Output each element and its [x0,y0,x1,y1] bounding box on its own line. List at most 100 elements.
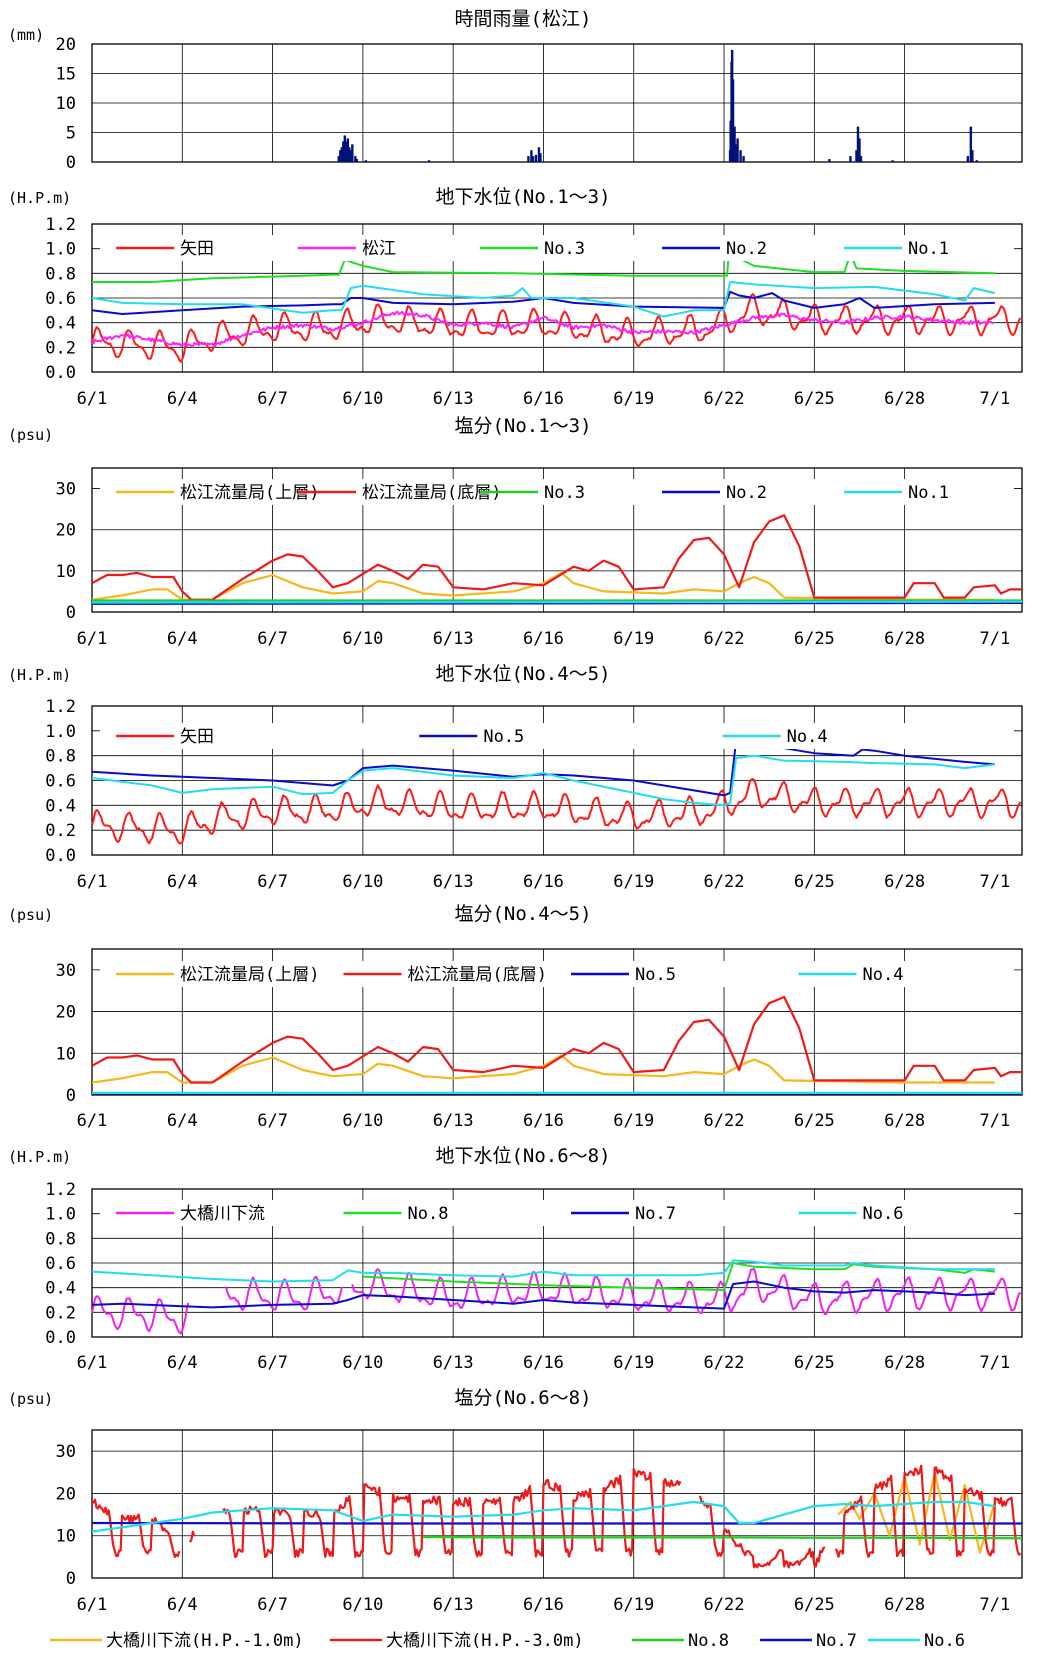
gw68-title: 地下水位(No.6～8) [435,1145,610,1167]
gw68-legend-bg [100,1200,1014,1226]
rain-bar [351,144,354,162]
gw13-y-tick-label: 0.2 [45,338,76,358]
rain-bar [742,156,745,162]
sal45-x-tick-label: 6/28 [884,1111,925,1131]
gw68-legend-label: No.8 [408,1204,449,1224]
gw68-legend-label: 大橋川下流 [180,1204,265,1224]
gw68-x-tick-label: 6/19 [613,1353,654,1373]
sal68-y-tick-label: 30 [56,1442,76,1462]
gw45-y-tick-label: 0.6 [45,772,76,792]
rain-y-tick-label: 15 [56,65,76,85]
rain-bar [739,150,742,162]
gw13-y-tick-label: 0.4 [45,314,76,334]
gw45-x-tick-label: 6/25 [794,872,835,892]
sal68-x-tick-label: 6/7 [257,1595,288,1615]
sal68-x-tick-label: 6/13 [433,1595,474,1615]
sal45-legend-label: No.4 [863,965,904,985]
rain-bar [340,147,344,162]
sal45-legend-label: No.5 [635,965,676,985]
rain-bar [349,150,353,162]
gw13-legend-label: No.3 [544,239,585,259]
gw13-x-tick-label: 6/4 [167,389,198,409]
sal13-x-tick-label: 6/19 [613,629,654,649]
rain-y-tick-label: 10 [56,94,76,114]
gw13-x-tick-label: 6/10 [342,389,383,409]
rain-y-tick-label: 20 [56,35,76,55]
gw45-legend-label: No.5 [483,727,524,747]
gw13-y-tick-label: 1.2 [45,215,76,235]
gw45-y-tick-label: 0.8 [45,747,76,767]
rain-bar [337,156,340,162]
sal68-x-tick-label: 6/19 [613,1595,654,1615]
rain-bar [527,156,530,162]
gw13-y-tick-label: 0.0 [45,363,76,383]
sal68-y-tick-label: 0 [66,1569,76,1589]
gw68-legend-label: No.6 [863,1204,904,1224]
sal45-x-tick-label: 7/1 [980,1111,1011,1131]
rain-bar [736,138,739,162]
sal13-x-tick-label: 6/1 [77,629,108,649]
rain-bar [346,138,350,162]
rain-bar [348,147,351,162]
rain-bar [859,156,863,162]
gw45-x-tick-label: 6/4 [167,872,198,892]
sal68-legend-label: No.7 [816,1631,857,1651]
sal68-legend-label: No.6 [924,1631,965,1651]
gw68-x-tick-label: 6/28 [884,1353,925,1373]
rain-bar [969,126,973,162]
gw13-unit-label: (H.P.m) [8,189,71,207]
gw13-series-line [91,310,994,348]
sal68-series-line [91,1498,181,1558]
gw13-y-tick-label: 1.0 [45,240,76,260]
sal13-x-tick-label: 6/22 [704,629,745,649]
sal13-legend-label: No.1 [908,483,949,503]
gw13-legend-label: 矢田 [180,239,214,259]
gw45-x-tick-label: 6/1 [77,872,108,892]
rain-bar [731,79,735,162]
rain-bar [534,154,538,162]
rain-bar [342,141,345,162]
sal13-y-tick-label: 30 [56,480,76,500]
gw68-series-line [362,1262,996,1292]
rain-bar [354,156,357,162]
sal68-series-line [222,1467,682,1558]
gw13-x-tick-label: 6/22 [704,389,745,409]
rain-y-tick-label: 0 [66,153,76,173]
sal68-series-line [834,1464,1022,1558]
sal45-title: 塩分(No.4～5) [454,903,591,925]
gw45-series-line [91,778,1022,845]
gw45-y-tick-label: 1.0 [45,722,76,742]
sal68-x-tick-label: 6/10 [342,1595,383,1615]
sal45-x-tick-label: 6/25 [794,1111,835,1131]
gw45-series-line [91,754,996,807]
gw68-x-tick-label: 6/25 [794,1353,835,1373]
rain-bar [355,159,359,162]
sal68-x-tick-label: 6/1 [77,1595,108,1615]
rain-bar [891,160,894,162]
sal68-x-tick-label: 6/22 [704,1595,745,1615]
gw68-y-tick-label: 0.2 [45,1303,76,1323]
gw13-title: 地下水位(No.1～3) [435,186,610,208]
sal68-plot-frame [91,1429,1023,1579]
gw45-x-tick-label: 6/19 [613,872,654,892]
gw45-unit-label: (H.P.m) [8,666,71,684]
gw45-legend-label: No.4 [787,727,828,747]
rain-unit-label: (mm) [8,26,44,44]
gw45-y-tick-label: 0.0 [45,846,76,866]
sal68-y-tick-label: 10 [56,1527,76,1547]
sal68-series-line [698,1495,826,1569]
rain-bar [828,159,831,162]
gw68-x-tick-label: 7/1 [980,1353,1011,1373]
sal68-unit-label: (psu) [8,1390,53,1408]
rain-bar [339,150,342,162]
sal68-y-tick-label: 20 [56,1484,76,1504]
sal68-x-tick-label: 7/1 [980,1595,1011,1615]
sal45-legend-label: 松江流量局(上層) [180,965,319,985]
sal68-series-line [91,1521,1022,1525]
gw45-legend-label: 矢田 [180,727,214,747]
gw45-x-tick-label: 6/7 [257,872,288,892]
sal45-x-tick-label: 6/4 [167,1111,198,1131]
rain-bar [531,156,535,162]
sal45-legend-label: 松江流量局(底層) [408,965,547,985]
